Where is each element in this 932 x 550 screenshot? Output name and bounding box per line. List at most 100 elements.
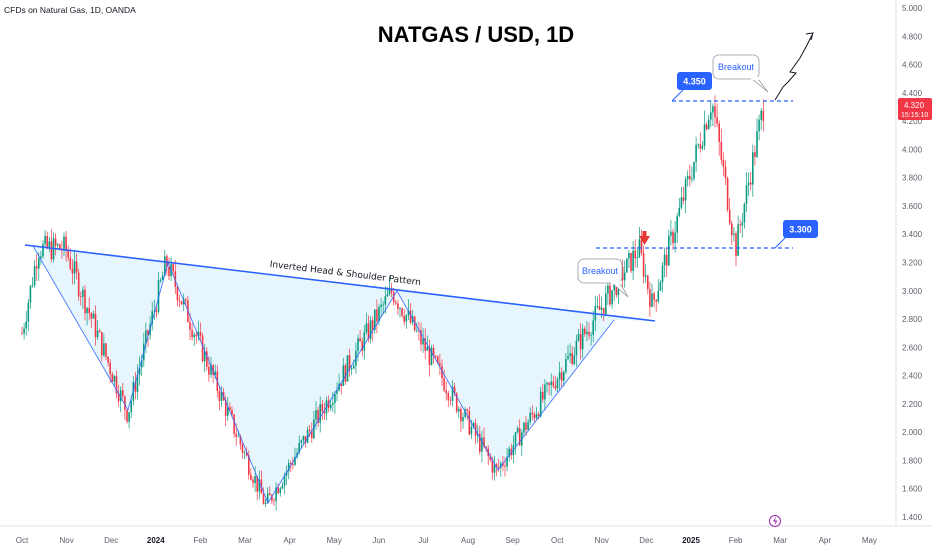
candle-body: [294, 456, 296, 465]
time-tick-label: May: [327, 536, 342, 545]
candle-body: [38, 258, 40, 269]
candle-body: [241, 444, 244, 453]
candle-body: [527, 422, 529, 430]
candle-body: [756, 131, 758, 157]
candle-body: [432, 347, 435, 357]
candle-body: [588, 331, 590, 336]
candle-body: [710, 112, 712, 120]
candle-body: [348, 355, 351, 370]
price-tick-label: 3.600: [902, 202, 923, 211]
time-tick-label: Mar: [773, 536, 787, 545]
candle-body: [46, 235, 48, 248]
candle-body: [493, 464, 496, 473]
candle-body: [283, 475, 286, 486]
candle-body: [252, 479, 254, 484]
candle-body: [644, 275, 647, 277]
candle-body: [422, 338, 424, 345]
resistance-level-text: 4.350: [683, 77, 706, 87]
candle-body: [514, 432, 517, 446]
candle-body: [684, 179, 687, 201]
candle-body: [542, 391, 544, 400]
time-axis[interactable]: Oct Nov Dec 2024 Feb Mar Apr May Jun Jul Aug Sep Oct…: [16, 536, 877, 545]
candle-body: [82, 289, 84, 298]
symbol-line: CFDs on Natural Gas, 1D, OANDA: [4, 5, 136, 15]
candle-body: [48, 241, 51, 248]
candle-body: [483, 437, 485, 447]
candle-body: [481, 437, 483, 452]
candle-body: [754, 152, 756, 157]
breakout-callout-1[interactable]: Breakout: [577, 258, 629, 298]
candle-body: [745, 185, 748, 204]
price-tick-label: 3.000: [902, 287, 923, 296]
price-tick-label: 4.000: [902, 145, 923, 154]
candle-body: [523, 422, 525, 433]
candle-body: [563, 371, 565, 381]
neckline: [24, 244, 656, 322]
time-tick-label: Dec: [639, 536, 653, 545]
price-tick-label: 1.600: [902, 485, 923, 494]
candle-body: [231, 409, 233, 415]
lightning-icon[interactable]: [769, 515, 781, 527]
candle-body: [626, 258, 628, 273]
candle-body: [271, 495, 273, 501]
candle-body: [113, 376, 116, 382]
candle-body: [613, 282, 615, 291]
candle-body: [59, 244, 61, 250]
candle-body: [579, 334, 582, 350]
candle-body: [430, 347, 433, 366]
candle-body: [407, 310, 410, 316]
candle-body: [720, 141, 723, 160]
candle-body: [92, 313, 95, 319]
candle-body: [311, 431, 313, 439]
candle-body: [531, 412, 534, 415]
candle-body: [199, 331, 202, 336]
candle-body: [749, 182, 752, 185]
candle-body: [264, 502, 267, 504]
candle-body: [31, 285, 34, 287]
last-price-tag: 4.320 15:15:10: [898, 98, 932, 120]
candle-body: [653, 293, 655, 300]
candle-body: [628, 253, 630, 259]
candle-body: [500, 463, 502, 468]
support-level-badge[interactable]: 3.300: [783, 220, 818, 238]
candle-body: [281, 485, 284, 489]
candle-body: [73, 261, 76, 274]
price-axis[interactable]: 1.400 1.600 1.800 2.000 2.200 2.400 2.600 2.800…: [902, 4, 923, 522]
candle-body: [640, 239, 643, 253]
candle-body: [464, 409, 466, 418]
candle-body: [636, 257, 639, 259]
breakout-callout-2[interactable]: Breakout: [712, 54, 769, 93]
candle-body: [292, 463, 294, 465]
candle-body: [426, 347, 429, 351]
candle-body: [161, 275, 164, 281]
candles-layer: [21, 95, 765, 511]
candle-body: [479, 433, 481, 452]
resistance-level-badge[interactable]: 4.350: [677, 72, 712, 90]
candle-body: [485, 446, 487, 449]
candle-body: [697, 144, 699, 146]
candle-body: [458, 408, 460, 412]
candle-body: [416, 330, 418, 332]
candle-body: [661, 265, 664, 283]
candle-body: [50, 241, 53, 260]
candle-body: [733, 233, 735, 235]
candle-body: [174, 271, 177, 287]
candle-body: [262, 493, 265, 504]
candle-body: [88, 308, 90, 314]
time-tick-label: Dec: [104, 536, 118, 545]
candle-body: [703, 124, 706, 146]
candle-body: [445, 390, 447, 394]
candle-body: [201, 335, 204, 362]
candle-body: [350, 368, 353, 370]
candle-body: [548, 382, 550, 386]
candle-body: [189, 322, 191, 330]
candle-body: [80, 296, 82, 298]
candle-body: [334, 393, 336, 404]
candle-body: [590, 334, 592, 336]
candle-body: [164, 256, 166, 276]
candle-body: [525, 422, 527, 430]
candle-body: [382, 304, 384, 306]
candle-body: [353, 365, 355, 369]
time-tick-label: May: [862, 536, 877, 545]
